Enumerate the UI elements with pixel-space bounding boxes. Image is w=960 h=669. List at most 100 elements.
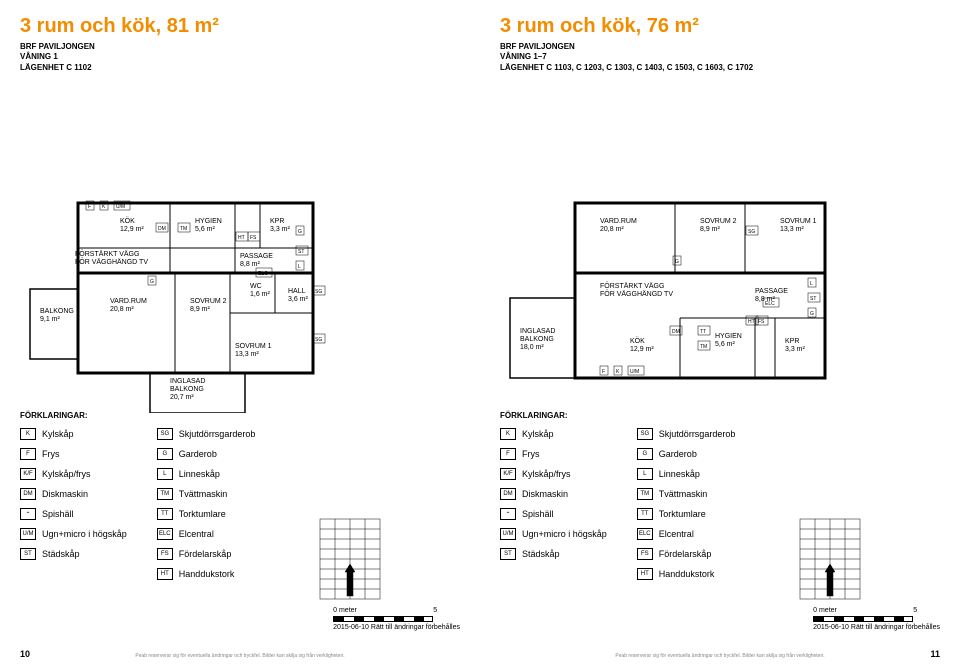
- tag-label: HT: [238, 235, 245, 241]
- scale-bar: [333, 616, 433, 622]
- facade-right: [795, 514, 865, 604]
- legend-label: Skjutdörrsgarderob: [179, 429, 256, 439]
- tag-label: SG: [315, 337, 322, 343]
- legend-label: Ugn+micro i högskåp: [522, 529, 607, 539]
- room-label: FÖR VÄGGHÄNGD TV: [75, 258, 148, 266]
- legend-label: Garderob: [179, 449, 217, 459]
- room-label: 8,8 m²: [240, 261, 261, 268]
- legend-symbol: K/F: [20, 468, 36, 480]
- legend-label: Kylskåp: [522, 429, 554, 439]
- legend-symbol: TT: [637, 508, 653, 520]
- legend-symbol: ST: [20, 548, 36, 560]
- room-label: SOVRUM 1: [780, 218, 817, 225]
- tag-label: G: [675, 259, 679, 265]
- legend-label: Diskmaskin: [522, 489, 568, 499]
- room-label: HALL: [288, 288, 306, 295]
- legend-symbol: G: [637, 448, 653, 460]
- room-label: HYGIEN: [195, 218, 222, 225]
- scale-left: 0 meter5 2015-06-10 Rätt till ändringar …: [333, 607, 460, 631]
- room-label: 12,9 m²: [120, 226, 144, 233]
- room-label: VARD.RUM: [600, 218, 637, 225]
- legend-symbol: L: [637, 468, 653, 480]
- room-label: 20,8 m²: [600, 226, 624, 233]
- tag-label: DM: [158, 226, 166, 232]
- scale-from-r: 0 meter: [813, 607, 837, 614]
- sub2-left: VÅNING 1: [20, 52, 460, 62]
- sub1-right: BRF PAVILJONGEN: [500, 42, 940, 52]
- tag-label: ST: [810, 296, 816, 302]
- legend-label: Handdukstork: [179, 569, 235, 579]
- room-label: 13,3 m²: [235, 351, 259, 358]
- legend-symbol: K/F: [500, 468, 516, 480]
- legend-row: F Frys: [20, 448, 127, 460]
- legend-row: TMTvättmaskin: [637, 488, 736, 500]
- legend-row: L Linneskåp: [157, 468, 256, 480]
- legend-label: Linneskåp: [179, 469, 220, 479]
- legend-label: Tvättmaskin: [179, 489, 228, 499]
- tag-label: F: [602, 369, 605, 375]
- room-label: 8,9 m²: [190, 306, 211, 313]
- legend-row: U/M Ugn+micro i högskåp: [20, 528, 127, 540]
- scale-from: 0 meter: [333, 607, 357, 614]
- legend-label: Diskmaskin: [42, 489, 88, 499]
- scale-to-r: 5: [913, 607, 917, 614]
- legend-row: FSFördelarskåp: [157, 548, 256, 560]
- legend-symbol: TM: [157, 488, 173, 500]
- room-label: 20,7 m²: [170, 394, 194, 401]
- legend-row: DMDiskmaskin: [20, 488, 127, 500]
- legend-row: TTTorktumlare: [637, 508, 736, 520]
- legend-symbol: TM: [637, 488, 653, 500]
- legend-label: Ugn+micro i högskåp: [42, 529, 127, 539]
- legend-symbol: L: [157, 468, 173, 480]
- legend-symbol: FS: [637, 548, 653, 560]
- tag-label: SG: [315, 289, 322, 295]
- room-label: 5,6 m²: [195, 226, 216, 233]
- legend-row: FSFördelarskåp: [637, 548, 736, 560]
- tag-label: ELC: [258, 271, 268, 277]
- legend-label: Spishäll: [522, 509, 554, 519]
- legend-label: Frys: [42, 449, 60, 459]
- scale-note-r: 2015-06-10 Rätt till ändringar förbehåll…: [813, 624, 940, 631]
- room-label: 9,1 m²: [40, 316, 61, 323]
- legend-symbol: SG: [637, 428, 653, 440]
- room-label: 13,3 m²: [780, 226, 804, 233]
- room-label: 1,6 m²: [250, 291, 271, 298]
- legend-symbol: F: [20, 448, 36, 460]
- legend-symbol: ELC: [157, 528, 173, 540]
- scale-bar-r: [813, 616, 913, 622]
- room-label: 3,3 m²: [270, 226, 291, 233]
- scale-note: 2015-06-10 Rätt till ändringar förbehåll…: [333, 624, 460, 631]
- legend-row: TTTorktumlare: [157, 508, 256, 520]
- tag-label: HT: [748, 319, 755, 325]
- legend-row: SGSkjutdörrsgarderob: [157, 428, 256, 440]
- disclaimer-left: Peab reserverar sig för eventuella ändri…: [135, 653, 344, 659]
- tag-label: ST: [298, 249, 304, 255]
- tag-label: ELC: [765, 301, 775, 307]
- tag-label: K: [102, 204, 106, 210]
- legend-row: U/MUgn+micro i högskåp: [500, 528, 607, 540]
- legend-label: Elcentral: [179, 529, 214, 539]
- room-label: SOVRUM 1: [235, 343, 272, 350]
- legend-symbol: K: [500, 428, 516, 440]
- right-page: 3 rum och kök, 76 m² BRF PAVILJONGEN VÅN…: [480, 0, 960, 669]
- room-label: FÖR VÄGGHÄNGD TV: [600, 290, 673, 298]
- legend-label: Linneskåp: [659, 469, 700, 479]
- legend-symbol: U/M: [20, 528, 36, 540]
- legend-row: ⌃Spishäll: [20, 508, 127, 520]
- tag-label: DM: [672, 329, 680, 335]
- facade-left: [315, 514, 385, 604]
- legend-row: TM Tvättmaskin: [157, 488, 256, 500]
- legend-label: Handdukstork: [659, 569, 715, 579]
- room-label: WC: [250, 283, 262, 290]
- scale-right: 0 meter 5 2015-06-10 Rätt till ändringar …: [813, 607, 940, 631]
- legend-row: K/FKylskåp/frys: [20, 468, 127, 480]
- room-label: FÖRSTÄRKT VÄGG: [75, 250, 139, 258]
- room-label: KÖK: [630, 337, 645, 345]
- floorplan-right-svg: INGLASADBALKONG18,0 m²KÖK12,9 m²HYGIEN5,…: [500, 93, 840, 413]
- legend-symbol: FS: [157, 548, 173, 560]
- room-label: 5,6 m²: [715, 341, 736, 348]
- tag-label: L: [810, 281, 813, 287]
- room-label: BALKONG: [170, 386, 204, 393]
- room-label: FÖRSTÄRKT VÄGG: [600, 282, 664, 290]
- legend-label: Garderob: [659, 449, 697, 459]
